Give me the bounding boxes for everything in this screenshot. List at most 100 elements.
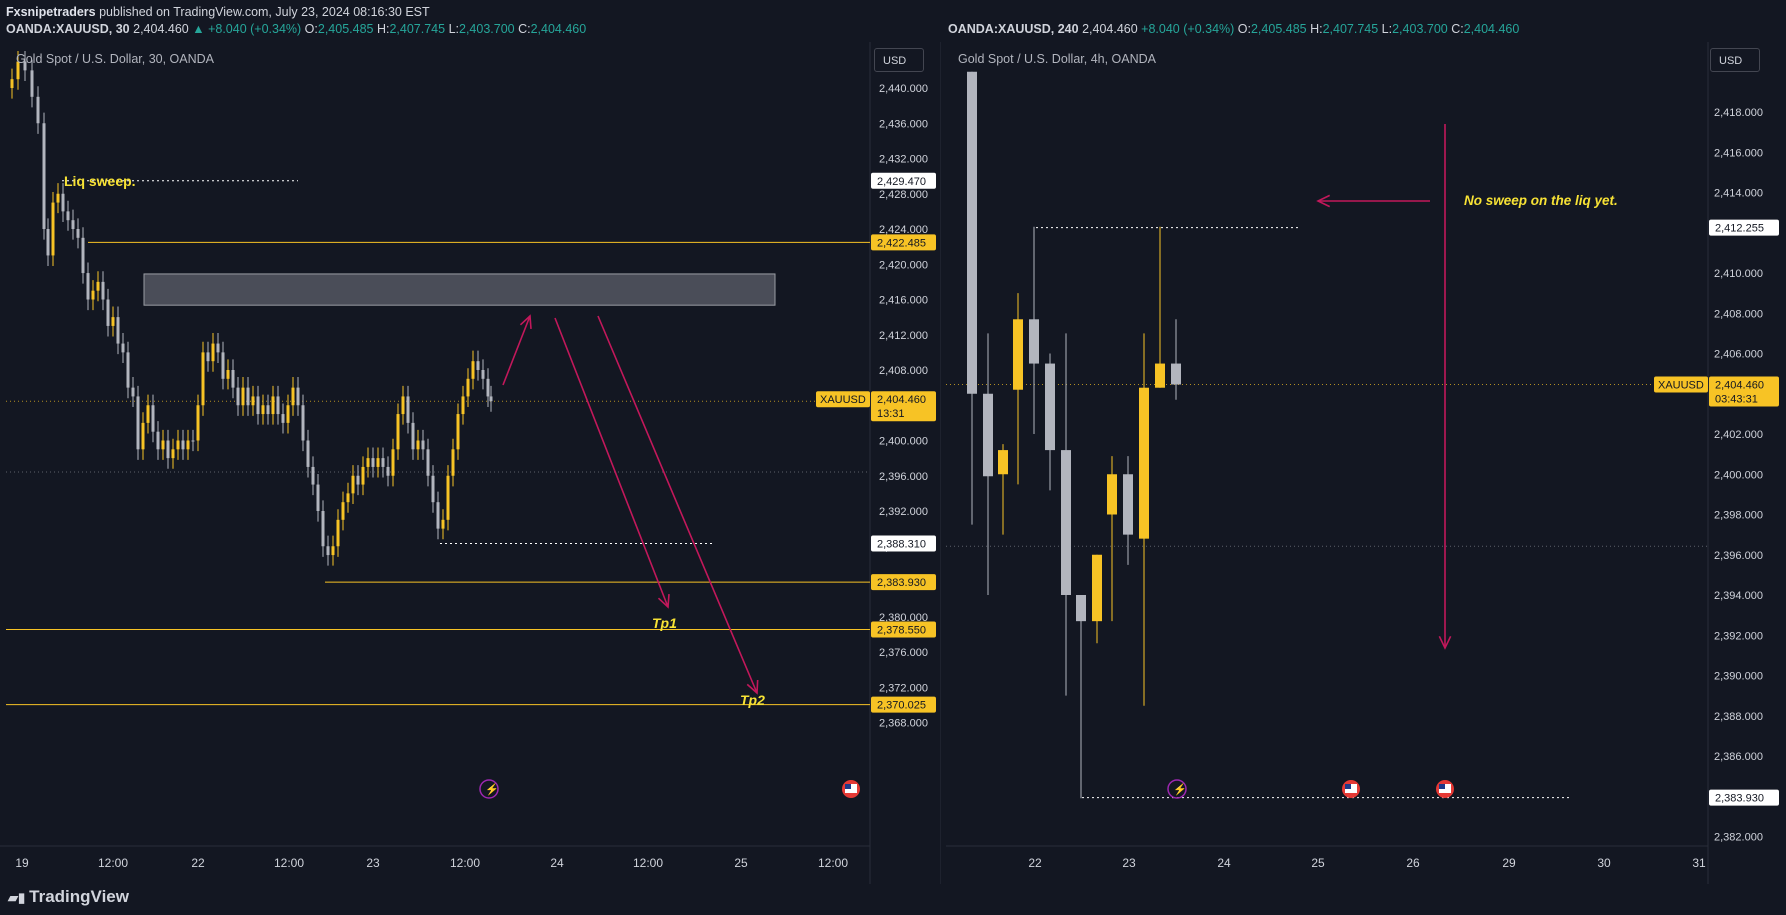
time-axis-label: 23 <box>366 856 380 870</box>
left-high: 2,407.745 <box>389 22 446 36</box>
up-arrow-shaft <box>502 315 531 386</box>
us-flag-icon <box>1436 780 1454 798</box>
lightning-icon-ring <box>1167 779 1187 799</box>
publish-date: published on TradingView.com, July 23, 2… <box>99 5 430 19</box>
right-candle-body <box>1107 474 1117 515</box>
left-candle-body <box>456 414 460 450</box>
left-candle-body <box>341 502 345 520</box>
right-candle-body <box>967 71 977 394</box>
price-tag-text: 2,388.310 <box>877 539 926 551</box>
left-candle-body <box>66 211 70 221</box>
price-tag-text: 2,383.930 <box>1715 793 1764 805</box>
left-candle-body <box>46 229 50 256</box>
left-symbol[interactable]: OANDA:XAUUSD, 30 <box>6 22 130 36</box>
right-currency-button[interactable]: USD <box>1710 48 1760 72</box>
tp2-arrow-shaft <box>597 315 758 694</box>
left-candle-body <box>131 387 135 397</box>
time-axis-label: 26 <box>1406 856 1420 870</box>
left-candle-body <box>136 396 140 450</box>
right-change: +8.040 (+0.34%) <box>1141 22 1235 36</box>
current-price-tag-bg <box>871 391 936 422</box>
left-candle-body <box>371 458 375 467</box>
left-candle-body <box>10 79 14 88</box>
price-axis-label: 2,416.000 <box>879 295 928 307</box>
right-symbol[interactable]: OANDA:XAUUSD, 240 <box>948 22 1079 36</box>
left-candle-body <box>471 361 475 379</box>
current-price-tag-bg <box>1709 376 1779 407</box>
left-low: 2,403.700 <box>459 22 515 36</box>
tp1-arrow-shaft <box>554 317 669 608</box>
left-change: ▲ +8.040 (+0.34%) <box>192 22 302 36</box>
price-axis-label: 2,406.000 <box>1714 349 1763 361</box>
left-candle-body <box>96 281 100 291</box>
left-candle-body <box>231 370 235 388</box>
left-chart-pane[interactable]: 2,440.000 2,436.000 2,432.000 2,428.000 2,42… <box>0 42 941 884</box>
tradingview-logo[interactable]: ▰▮ TradingView <box>8 887 129 907</box>
time-axis-label: 22 <box>191 856 205 870</box>
right-candle-body <box>983 393 993 477</box>
left-candle-body <box>411 422 415 450</box>
price-tag: 2,388.310 <box>871 535 936 552</box>
price-axis-label: 2,410.000 <box>1714 268 1763 280</box>
left-candle-body <box>211 343 215 362</box>
price-axis-label: 2,400.000 <box>879 436 928 448</box>
us-flag-icon-canton <box>1439 784 1445 789</box>
time-axis-label: 22 <box>1028 856 1042 870</box>
left-candle-body <box>256 396 260 415</box>
left-candle-body <box>251 396 255 406</box>
publish-info: Fxsnipetraders published on TradingView.… <box>6 5 430 19</box>
time-axis-label: 25 <box>1311 856 1325 870</box>
tp1-label: Tp1 <box>652 615 677 631</box>
left-candle-body <box>291 387 295 406</box>
up-arrow-head <box>519 314 532 330</box>
lightning-icon: ⚡ <box>1167 779 1187 799</box>
price-tag-bg <box>871 535 936 552</box>
left-candle-body <box>61 193 65 212</box>
left-candle-body <box>156 431 160 450</box>
right-high: 2,407.745 <box>1322 22 1379 36</box>
left-candle-body <box>441 519 445 529</box>
lightning-icon-glyph: ⚡ <box>485 783 499 796</box>
left-currency-button[interactable]: USD <box>874 48 924 72</box>
left-open: 2,405.485 <box>317 22 374 36</box>
right-candle-body <box>1139 387 1149 539</box>
left-candle-body <box>351 475 355 494</box>
right-close: 2,404.460 <box>1463 22 1520 36</box>
left-candle-body <box>42 123 46 229</box>
price-tag: 2,378.550 <box>871 621 936 638</box>
right-chart-pane[interactable]: 2,418.000 2,416.000 2,414.000 2,410.000 2,40… <box>946 42 1786 884</box>
chart-header: Fxsnipetraders published on TradingView.… <box>0 0 1786 42</box>
time-axis-label: 30 <box>1597 856 1611 870</box>
right-chart-canvas[interactable]: 2,418.000 2,416.000 2,414.000 2,410.000 2,40… <box>946 42 1786 884</box>
price-axis-label: 2,394.000 <box>1714 590 1763 602</box>
right-low: 2,403.700 <box>1392 22 1448 36</box>
no-sweep-label: No sweep on the liq yet. <box>1464 193 1618 208</box>
publisher-name[interactable]: Fxsnipetraders <box>6 5 96 19</box>
left-candle-body <box>206 352 210 362</box>
price-axis-label: 2,400.000 <box>1714 469 1763 481</box>
price-axis-label: 2,408.000 <box>1714 308 1763 320</box>
right-candle-body <box>1029 319 1039 364</box>
left-candle-body <box>476 361 480 370</box>
left-chart-canvas[interactable]: 2,440.0002,436.0002,432.0002,428.0002,42… <box>0 42 941 884</box>
left-candle-body <box>296 387 300 406</box>
left-candle-body <box>489 396 493 402</box>
left-candle-body <box>391 449 395 476</box>
left-candle-body <box>431 475 435 503</box>
left-candle-body <box>446 475 450 520</box>
left-candle-body <box>386 466 390 476</box>
price-tag-text: 2,412.255 <box>1715 223 1764 235</box>
left-candle-body <box>86 273 90 300</box>
left-candle-body <box>246 387 250 406</box>
left-candle-body <box>426 449 430 476</box>
left-candle-body <box>166 440 170 459</box>
left-candle-body <box>196 405 200 441</box>
countdown-tag: 13:31 <box>877 408 905 420</box>
left-candle-body <box>16 61 20 80</box>
lightning-icon-ring <box>479 779 499 799</box>
left-candle-body <box>121 343 125 353</box>
price-tag-bg <box>871 574 936 591</box>
ohlc-label: C: <box>518 22 531 36</box>
left-candle-body <box>466 378 470 397</box>
ohlc-label: O: <box>304 22 318 36</box>
